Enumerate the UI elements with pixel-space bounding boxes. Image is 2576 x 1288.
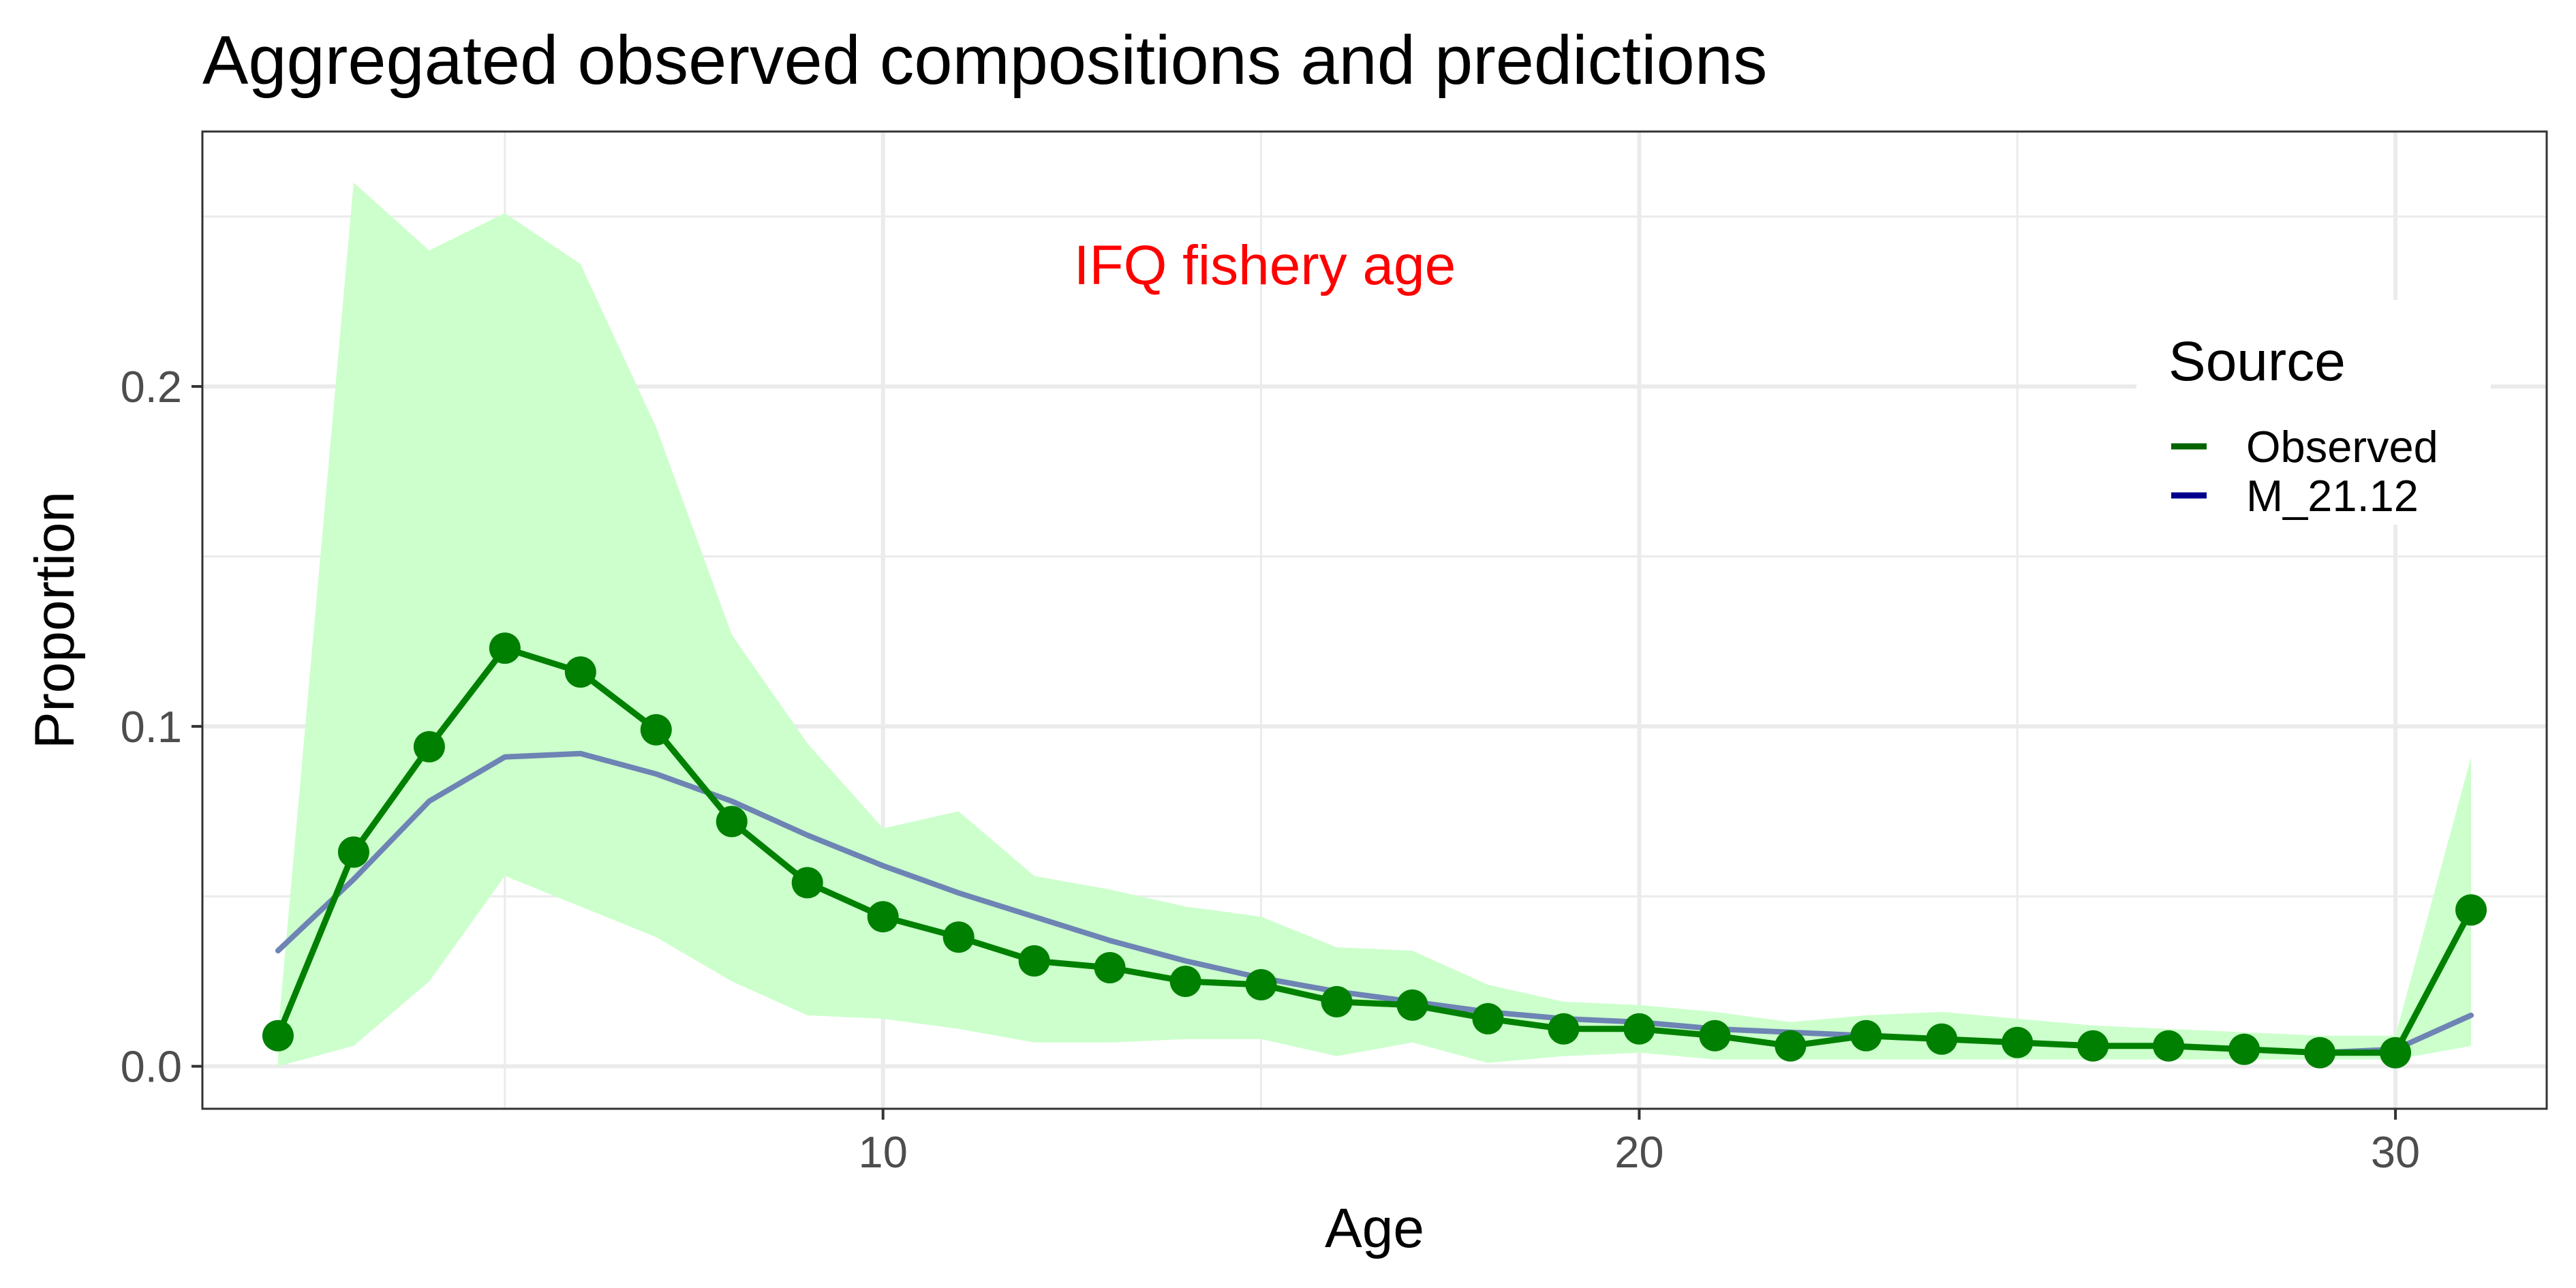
data-point xyxy=(1245,968,1277,1000)
data-point xyxy=(640,714,672,746)
data-point xyxy=(1094,952,1126,984)
x-tick-label: 30 xyxy=(2371,1127,2420,1177)
data-point xyxy=(2077,1030,2109,1062)
chart-title: Aggregated observed compositions and pre… xyxy=(202,22,1767,99)
data-point xyxy=(2002,1026,2034,1058)
legend-background xyxy=(2136,300,2491,525)
data-point xyxy=(2380,1037,2412,1069)
data-point xyxy=(1926,1023,1958,1055)
y-axis-title: Proportion xyxy=(24,491,86,749)
observed-points xyxy=(262,632,2487,1069)
y-tick-label: 0.1 xyxy=(121,702,182,752)
data-point xyxy=(716,806,748,838)
plot-annotation: IFQ fishery age xyxy=(1074,234,1456,296)
plot-area: IFQ fishery age xyxy=(201,130,2548,1110)
data-point xyxy=(2455,894,2487,926)
data-point xyxy=(1623,1013,1655,1045)
data-point xyxy=(1472,1002,1504,1034)
x-tick-label: 20 xyxy=(1614,1127,1663,1177)
legend-label: Observed xyxy=(2246,422,2438,472)
x-tick-label: 10 xyxy=(859,1127,908,1177)
data-point xyxy=(1396,989,1428,1021)
data-point xyxy=(942,921,975,953)
x-axis-ticks: 10 20 30 xyxy=(859,1109,2420,1177)
data-point xyxy=(1321,985,1353,1017)
data-point xyxy=(564,656,596,688)
data-point xyxy=(791,867,823,899)
data-point xyxy=(1775,1030,1807,1062)
data-point xyxy=(1850,1019,1882,1052)
x-axis-title: Age xyxy=(1325,1197,1424,1259)
y-tick-label: 0.2 xyxy=(121,362,182,412)
data-point xyxy=(1169,965,1201,997)
data-point xyxy=(1699,1019,1731,1052)
data-point xyxy=(262,1019,294,1052)
y-tick-label: 0.0 xyxy=(121,1042,182,1092)
legend-label: M_21.12 xyxy=(2246,471,2419,521)
data-point xyxy=(489,632,521,664)
data-point xyxy=(1548,1013,1580,1045)
data-point xyxy=(2304,1037,2336,1069)
data-point xyxy=(337,836,369,868)
legend-title: Source xyxy=(2168,331,2346,393)
y-axis-ticks: 0.0 0.1 0.2 xyxy=(121,362,202,1092)
data-point xyxy=(867,901,899,933)
data-point xyxy=(1018,945,1050,977)
data-point xyxy=(413,731,445,763)
data-point xyxy=(2153,1030,2185,1062)
panel-border xyxy=(201,130,2548,1110)
data-point xyxy=(2228,1033,2260,1065)
